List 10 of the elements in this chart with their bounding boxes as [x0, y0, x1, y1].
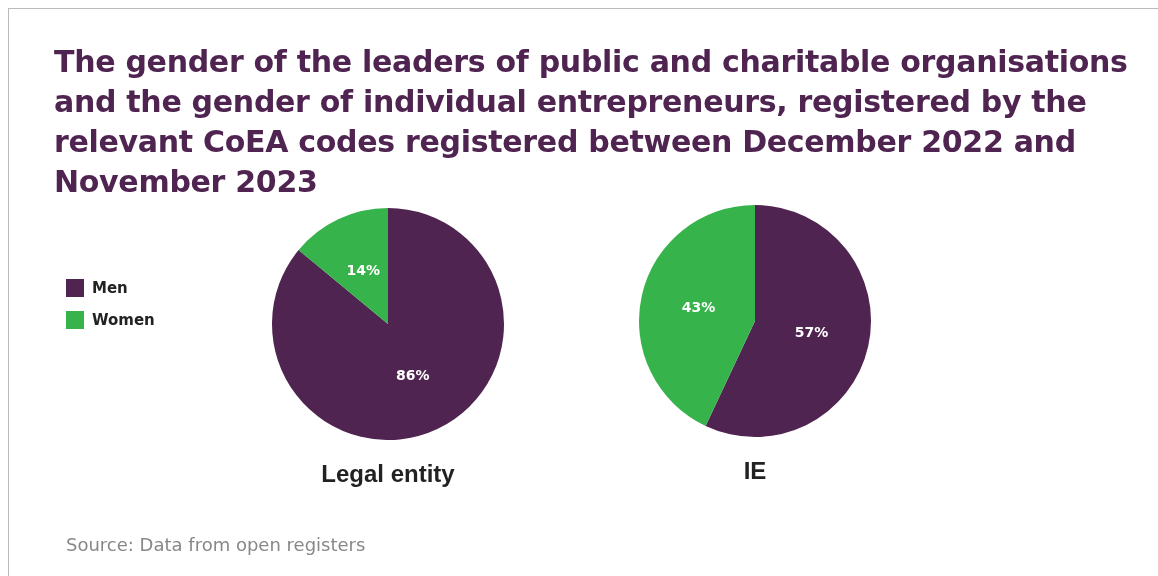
- data-label: 43%: [681, 298, 716, 315]
- slice-label: Legal entity: [320, 460, 456, 488]
- legend-label: Men: [92, 279, 128, 297]
- data-label: 57%: [794, 324, 829, 341]
- slice-label: IE: [742, 457, 768, 485]
- source-note: Source: Data from open registers: [66, 534, 366, 555]
- chart-title: The gender of the leaders of public and charitable organisations and the gender of individual entrepreneurs, registered by the relevant CoEA codes registered between December 2022 and November 2023: [54, 43, 1129, 201]
- data-label: 14%: [346, 262, 381, 279]
- legend-label: Women: [92, 311, 155, 329]
- data-label: 86%: [395, 367, 430, 384]
